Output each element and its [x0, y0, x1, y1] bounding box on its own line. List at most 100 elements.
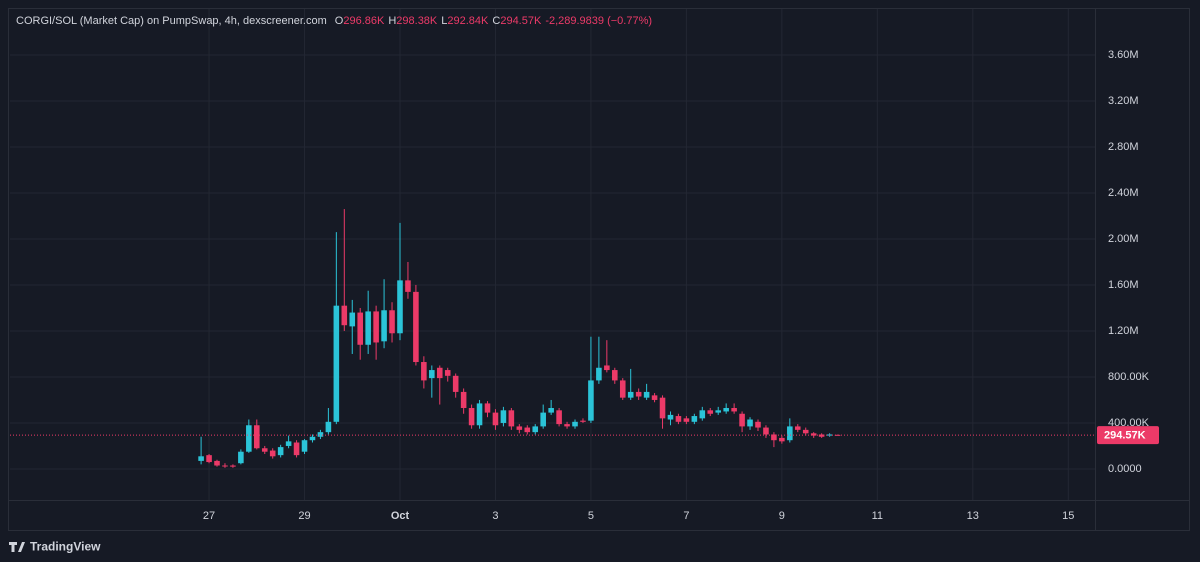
candle-body	[802, 429, 809, 434]
candle-body	[731, 408, 737, 412]
x-tick-label: 7	[683, 510, 689, 522]
candle-body	[301, 440, 308, 452]
candle-body	[261, 448, 268, 452]
candle-body	[627, 391, 634, 398]
brand-text: TradingView	[30, 540, 101, 554]
candle-body	[405, 280, 411, 292]
y-tick-label: 1.60M	[1108, 279, 1139, 291]
candle-body	[293, 442, 300, 456]
candle-body	[500, 410, 507, 423]
candle-body	[341, 305, 348, 326]
candle-body	[588, 380, 594, 421]
x-tick-label: 3	[492, 510, 498, 522]
last-price-label: 294.57K	[1104, 429, 1146, 441]
logo-icon	[9, 542, 25, 552]
readout-value: 294.57K	[500, 15, 542, 27]
x-tick-label: 15	[1062, 510, 1074, 522]
readout-value: 296.86K	[343, 15, 385, 27]
x-tick-label: Oct	[391, 510, 410, 522]
candle-body	[524, 427, 531, 433]
candle-body	[277, 447, 284, 456]
candle-body	[619, 380, 626, 398]
candle-body	[779, 437, 785, 442]
readout-value: 298.38K	[396, 15, 438, 27]
candle-body	[564, 424, 570, 427]
candles	[10, 209, 1095, 468]
readout-label: O	[335, 15, 344, 27]
y-tick-label: 3.60M	[1108, 49, 1139, 61]
readout-value: 292.84K	[447, 15, 489, 27]
pane-border	[8, 8, 1190, 531]
candle-body	[763, 427, 769, 435]
readout-label: L	[441, 15, 447, 27]
y-tick-label: 2.80M	[1108, 141, 1139, 153]
candle-body	[381, 310, 387, 342]
candle-body	[333, 305, 340, 422]
candle-body	[230, 465, 236, 467]
y-tick-label: 0.0000	[1108, 463, 1142, 475]
candle-body	[365, 311, 371, 345]
candle-body	[834, 434, 841, 436]
y-tick-label: 800.00K	[1108, 371, 1150, 383]
candle-body	[580, 420, 586, 422]
x-tick-label: 11	[872, 510, 883, 522]
candle-body	[373, 311, 379, 343]
y-tick-label: 1.20M	[1108, 325, 1139, 337]
y-tick-label: 3.20M	[1108, 95, 1139, 107]
y-tick-label: 2.00M	[1108, 233, 1139, 245]
axes: 0.0000 400.00K 800.00K 1.20M 1.60M 2.00M 2.40M…	[203, 49, 1159, 522]
readout-label: C	[492, 15, 500, 27]
candle-body	[818, 434, 825, 437]
candle-body	[349, 312, 356, 327]
candle-body	[691, 416, 698, 422]
y-tick-label: 2.40M	[1108, 187, 1139, 199]
candle-body	[492, 412, 499, 426]
candle-body	[667, 414, 674, 420]
candle-body	[707, 410, 714, 414]
candle-body	[214, 460, 220, 466]
change: -2,289.9839 (−0.77%)	[545, 15, 652, 27]
candle-body	[794, 426, 801, 430]
candle-body	[635, 391, 642, 397]
candle-body	[309, 436, 316, 441]
candle-body	[787, 426, 793, 441]
candle-body	[683, 418, 690, 422]
candle-body	[715, 410, 722, 413]
candle-body	[222, 465, 228, 467]
candle-body	[460, 391, 467, 409]
candle-body	[612, 370, 618, 381]
candle-body	[198, 456, 204, 461]
candle-body	[771, 434, 777, 441]
x-tick-label: 5	[588, 510, 594, 522]
candle-body	[755, 421, 761, 428]
candle-body	[548, 408, 554, 413]
candle-body	[325, 421, 332, 433]
candle-body	[739, 413, 745, 427]
candle-body	[675, 416, 682, 422]
last-price-box	[1097, 426, 1159, 445]
x-tick-label: 9	[779, 510, 785, 522]
candle-body	[206, 455, 212, 463]
candle-body	[285, 441, 292, 446]
candle-body	[596, 367, 602, 381]
x-tick-label: 29	[298, 510, 310, 522]
candle-body	[269, 450, 276, 457]
readout-label: H	[388, 15, 396, 27]
candle-body	[436, 367, 443, 379]
candle-body	[604, 365, 610, 371]
candle-body	[540, 412, 546, 427]
x-tick-label: 13	[967, 510, 979, 522]
candle-body	[413, 291, 419, 363]
candle-body	[643, 391, 650, 398]
candle-body	[810, 433, 817, 436]
brand-logo: TradingView	[9, 540, 101, 554]
candle-body	[572, 421, 578, 427]
candle-body	[397, 280, 403, 334]
candle-body	[556, 410, 562, 425]
candle-body	[659, 397, 666, 419]
candle-body	[254, 425, 260, 449]
x-tick-label: 27	[203, 510, 215, 522]
